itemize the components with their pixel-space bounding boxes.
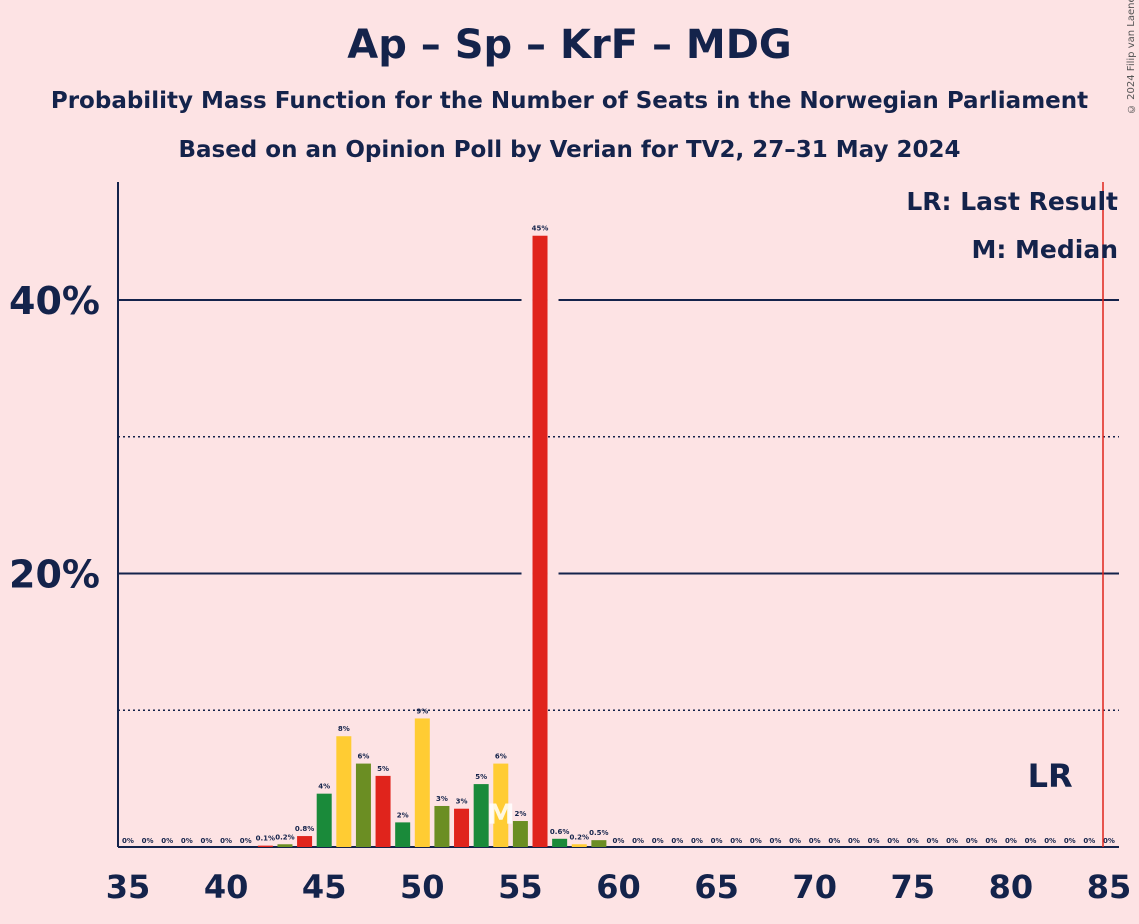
- bar-seats-56: [532, 235, 548, 848]
- bar-seats-47: [355, 763, 371, 847]
- data-label: 0%: [711, 837, 723, 845]
- data-label: 3%: [436, 795, 448, 803]
- data-label: 0%: [1005, 837, 1017, 845]
- data-label: 0%: [1044, 837, 1056, 845]
- data-label: 0%: [750, 837, 762, 845]
- data-label: 3%: [456, 798, 468, 806]
- data-label: 6%: [495, 753, 507, 761]
- data-label: 0%: [789, 837, 801, 845]
- overlay: 35 40 45 50 55 60 65 70 75 80 85 M LR LR: Last Result…: [106, 182, 1132, 906]
- data-label: 0%: [691, 837, 703, 845]
- data-label: 0.8%: [295, 825, 314, 833]
- bar-seats-42: [257, 845, 273, 847]
- data-label: 0%: [770, 837, 782, 845]
- bar-seats-48: [375, 775, 391, 847]
- bar-seats-59: [591, 840, 607, 847]
- data-label: 0%: [220, 837, 232, 845]
- data-label: 0%: [201, 837, 213, 845]
- data-label: 0.2%: [275, 833, 294, 841]
- x-tick-label: 85: [1087, 868, 1132, 906]
- data-label: 4%: [318, 783, 330, 791]
- bar-seats-55: [512, 821, 528, 847]
- data-label: 0.2%: [570, 833, 589, 841]
- x-tick-label: 60: [596, 868, 641, 906]
- gridline-gap: [547, 571, 559, 576]
- data-label: 2%: [397, 811, 409, 819]
- data-label: 0.1%: [256, 835, 275, 843]
- y-tick-label: 20%: [9, 553, 100, 597]
- data-label: 0%: [848, 837, 860, 845]
- data-label: 2%: [514, 810, 526, 818]
- data-label: 9%: [416, 707, 428, 715]
- data-label: 0%: [946, 837, 958, 845]
- gridlines: 20% 40%: [9, 182, 1119, 848]
- data-label: 0%: [887, 837, 899, 845]
- chart-subtitle: Probability Mass Function for the Number…: [50, 88, 1089, 114]
- data-label: 0%: [122, 837, 134, 845]
- legend-last-result: LR: Last Result: [906, 187, 1118, 216]
- data-label: 0%: [966, 837, 978, 845]
- data-label: 0%: [868, 837, 880, 845]
- data-label: 0%: [730, 837, 742, 845]
- bar-seats-51: [434, 805, 450, 847]
- x-tick-label: 75: [891, 868, 936, 906]
- x-tick-label: 80: [989, 868, 1034, 906]
- bar-seats-53: [473, 784, 489, 847]
- data-label: 0.6%: [550, 828, 569, 836]
- data-label: 0%: [1025, 837, 1037, 845]
- data-label: 0%: [907, 837, 919, 845]
- bar-seats-57: [552, 838, 568, 847]
- data-label: 0%: [671, 837, 683, 845]
- legend-median: M: Median: [971, 235, 1118, 264]
- bar-seats-50: [414, 718, 430, 847]
- data-label: 0%: [985, 837, 997, 845]
- x-tick-label: 35: [106, 868, 151, 906]
- last-result-marker: LR: [1028, 757, 1073, 795]
- data-label: 0%: [652, 837, 664, 845]
- x-tick-label: 40: [204, 868, 249, 906]
- data-label: 0%: [613, 837, 625, 845]
- x-tick-label: 65: [694, 868, 739, 906]
- data-label: 0%: [632, 837, 644, 845]
- bar-seats-52: [454, 808, 470, 847]
- bar-seats-45: [316, 793, 332, 847]
- data-label: 0%: [1103, 837, 1115, 845]
- chart-subtitle-source: Based on an Opinion Poll by Verian for T…: [178, 137, 961, 163]
- x-tick-label: 55: [498, 868, 543, 906]
- data-label: 0.5%: [589, 829, 608, 837]
- x-tick-label: 45: [302, 868, 347, 906]
- chart-title: Ap – Sp – KrF – MDG: [347, 22, 792, 68]
- data-label: 0%: [1064, 837, 1076, 845]
- data-label: 5%: [377, 765, 389, 773]
- gridline-gap: [547, 298, 559, 302]
- data-label: 0%: [809, 837, 821, 845]
- y-tick-label: 40%: [9, 279, 100, 323]
- x-tick-label: 70: [792, 868, 837, 906]
- bar-seats-54: [493, 763, 509, 847]
- bar-seats-46: [336, 736, 352, 847]
- data-label: 0%: [142, 837, 154, 845]
- data-label: 0%: [161, 837, 173, 845]
- gridline-gap: [521, 571, 533, 576]
- data-label: 45%: [532, 225, 549, 233]
- x-tick-label: 50: [400, 868, 445, 906]
- bar-seats-43: [277, 844, 293, 847]
- data-label: 0%: [926, 837, 938, 845]
- data-label: 8%: [338, 725, 350, 733]
- bar-seats-44: [297, 836, 313, 847]
- data-label: 0%: [181, 837, 193, 845]
- bars: 0% 0% 0% 0% 0% 0% 0% 0.1% 0.2%0.8%4%8%6%5%2%9%3%…: [122, 225, 1115, 848]
- bar-seats-58: [571, 844, 587, 847]
- data-label: 0%: [1083, 837, 1095, 845]
- gridline-gap: [521, 298, 533, 302]
- data-label: 0%: [240, 837, 252, 845]
- median-marker: M: [487, 798, 515, 831]
- data-label: 0%: [828, 837, 840, 845]
- data-label: 6%: [357, 753, 369, 761]
- bar-seats-49: [395, 822, 411, 847]
- data-label: 5%: [475, 773, 487, 781]
